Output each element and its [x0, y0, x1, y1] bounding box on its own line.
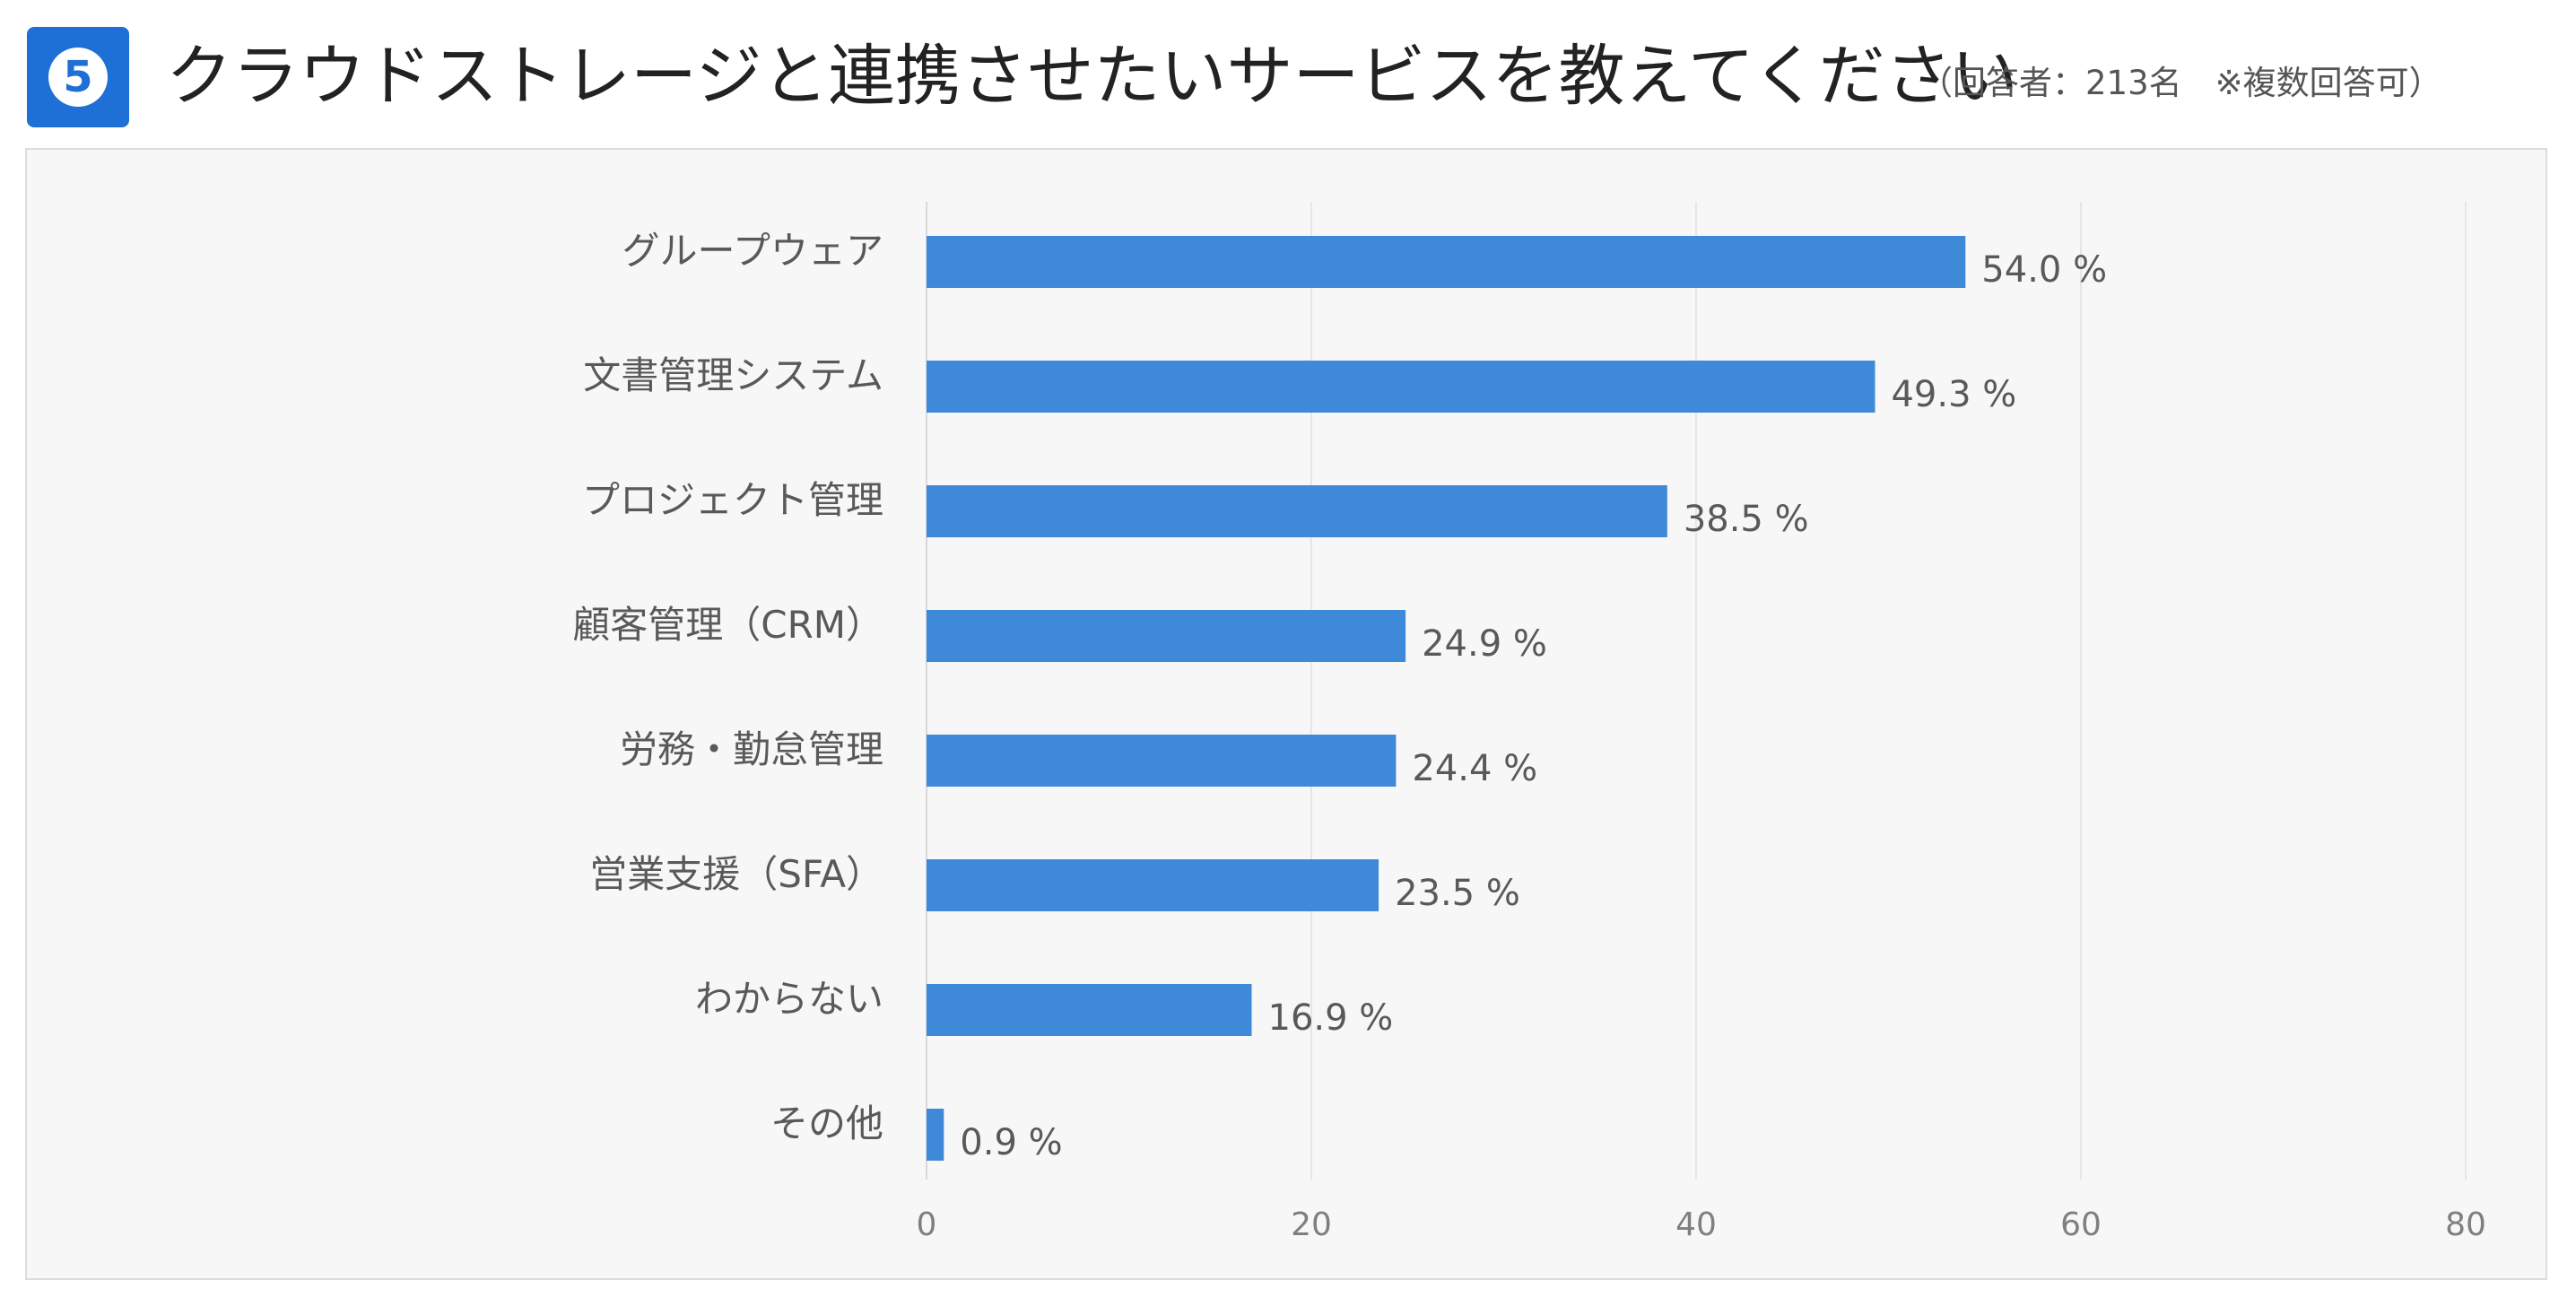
bar	[927, 485, 1667, 537]
value-label: 38.5 %	[1684, 499, 1809, 540]
value-label: 23.5 %	[1395, 873, 1520, 914]
value-label: 16.9 %	[1268, 997, 1394, 1039]
x-tick-label: 20	[1291, 1206, 1332, 1243]
bar	[927, 610, 1406, 662]
chart-title: クラウドストレージと連携させたいサービスを教えてください	[166, 38, 2018, 115]
category-label: その他	[770, 1101, 883, 1145]
category-label: 文書管理システム	[583, 353, 883, 397]
x-tick-label: 60	[2060, 1206, 2102, 1243]
value-label: 24.4 %	[1412, 748, 1537, 789]
category-label: プロジェクト管理	[582, 478, 883, 522]
category-label: 労務・勤怠管理	[620, 727, 883, 771]
x-tick-label: 0	[917, 1206, 937, 1243]
chart-subtitle: （回答者：213名 ※複数回答可）	[1919, 64, 2442, 102]
value-label: 24.9 %	[1422, 623, 1547, 665]
bar	[927, 361, 1875, 413]
value-label: 0.9 %	[960, 1122, 1062, 1163]
bar	[927, 735, 1397, 787]
x-tick-label: 80	[2445, 1206, 2486, 1243]
question-number: 5	[48, 48, 108, 107]
category-label: 営業支援（SFA）	[589, 852, 883, 896]
category-label: わからない	[695, 977, 883, 1021]
bar	[927, 1109, 944, 1161]
category-label: グループウェア	[622, 229, 883, 273]
value-label: 54.0 %	[1981, 249, 2107, 291]
bar	[927, 236, 1966, 288]
x-tick-label: 40	[1675, 1206, 1717, 1243]
chart-panel: 0 20 40 60 80 グループウェア 54.0 % 文書管理システム 49.3 % プロジェ…	[25, 148, 2547, 1280]
category-label: 顧客管理（CRM）	[572, 603, 883, 647]
question-number-badge: 5	[27, 27, 129, 127]
chart-header: 5 クラウドストレージと連携させたいサービスを教えてください （回答者：213名…	[27, 27, 2547, 127]
bar-chart: 0 20 40 60 80 グループウェア 54.0 % 文書管理システム 49.3 % プロジェ…	[572, 202, 2486, 1243]
bar	[927, 859, 1379, 911]
bar	[927, 984, 1252, 1036]
value-label: 49.3 %	[1891, 374, 2016, 415]
